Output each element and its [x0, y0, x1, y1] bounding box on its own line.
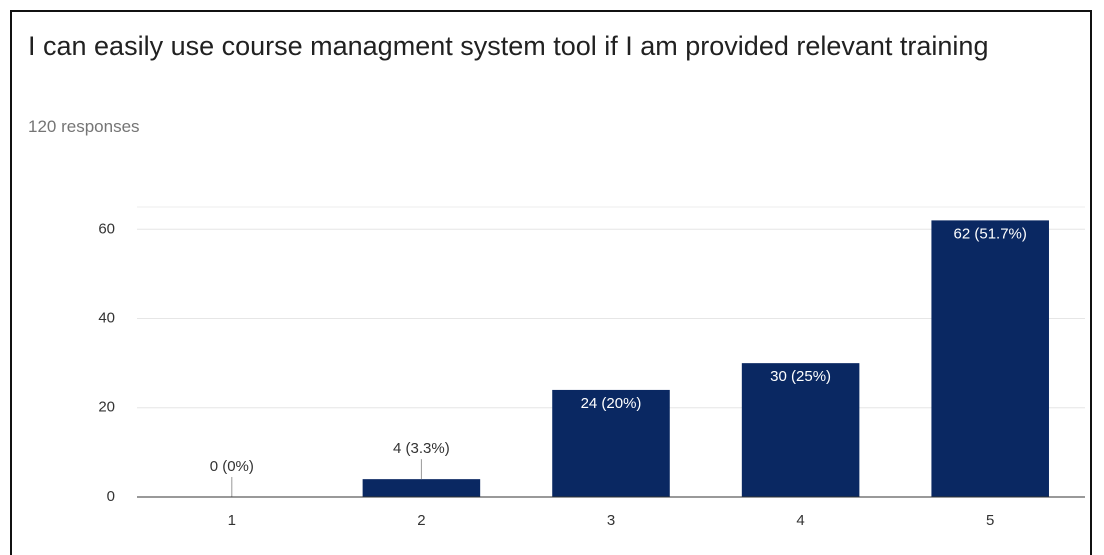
- data-label: 24 (20%): [581, 395, 642, 412]
- x-tick-label: 3: [607, 512, 615, 529]
- frame: [10, 10, 1092, 555]
- y-tick-label: 60: [98, 220, 115, 237]
- data-label: 0 (0%): [210, 458, 254, 475]
- bar: [931, 220, 1049, 497]
- bar: [741, 363, 860, 497]
- data-label: 30 (25%): [770, 368, 831, 385]
- x-tick-label: 2: [417, 512, 425, 529]
- y-tick-label: 20: [98, 399, 115, 416]
- chart-subtitle: 120 responses: [28, 117, 140, 136]
- x-tick-label: 5: [986, 512, 994, 529]
- x-tick-label: 4: [796, 512, 804, 529]
- bar: [552, 389, 670, 497]
- bar: [362, 479, 481, 497]
- data-label: 62 (51.7%): [954, 225, 1027, 242]
- y-tick-label: 40: [98, 310, 115, 327]
- x-tick-label: 1: [228, 512, 236, 529]
- data-label: 4 (3.3%): [393, 440, 450, 457]
- y-tick-label: 0: [107, 488, 115, 505]
- chart-title: I can easily use course managment system…: [28, 31, 989, 61]
